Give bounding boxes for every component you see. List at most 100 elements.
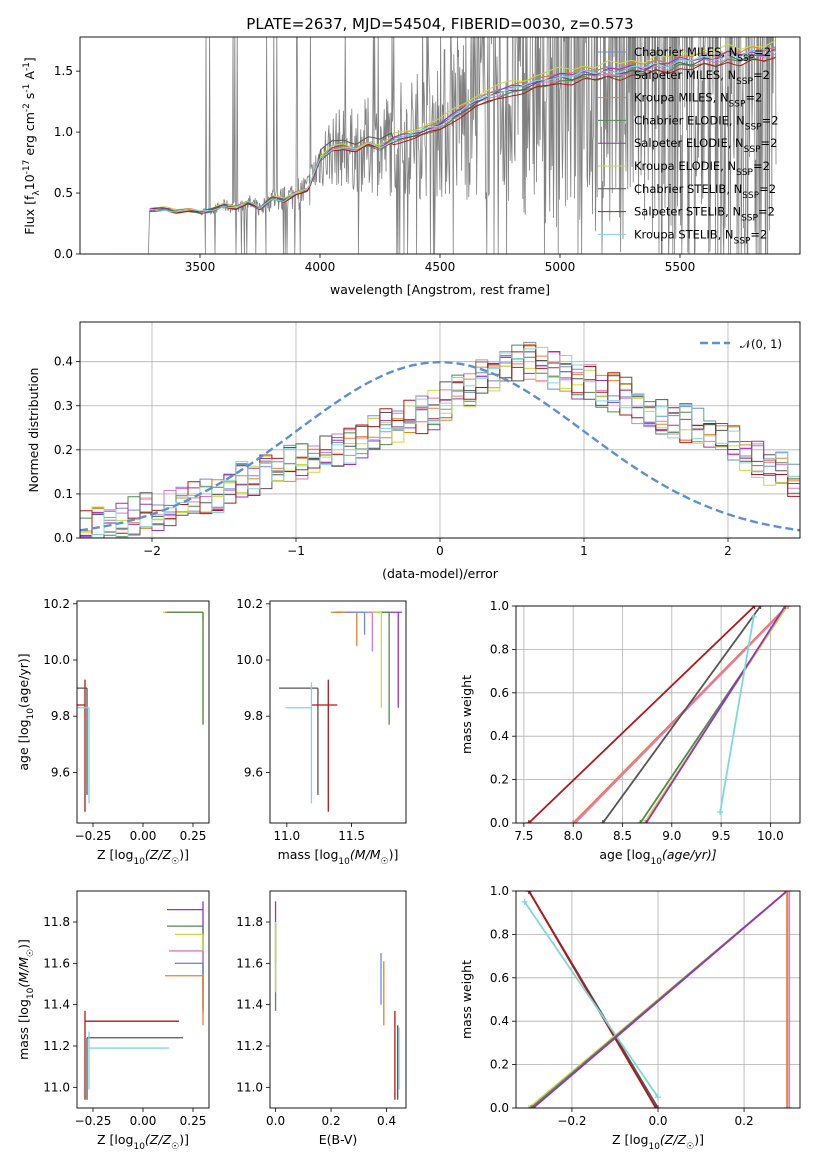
xtick-label: 0.2 (322, 1114, 341, 1128)
ytick-label: 0.1 (54, 487, 73, 501)
panel-age-vs-Z: −0.25 0.00 0.259.69.810.010.2Z [log10(Z/Z☉… (16, 597, 210, 867)
observed-spectrum (111, 37, 777, 254)
mw-marker (782, 606, 789, 609)
ytick-label: 11.0 (236, 1080, 263, 1094)
axes-frame (76, 600, 210, 824)
ytick-label: 11.6 (236, 956, 263, 970)
panel-massweight-vs-age: 7.5 8.0 8.5 9.0 9.5 10.0 0.0 0.2 0.4 0.6 0.8 1.0 age… (459, 599, 801, 867)
massweight-vs-Z-xlabel-part: Z [log (612, 1132, 648, 1147)
mw-marker (643, 820, 650, 823)
age-vs-mass-xlabel-part: mass [log (278, 847, 339, 862)
legend-label-part: Chabrier ELODIE, N (634, 113, 745, 127)
axes-frame (76, 890, 210, 1109)
panel-mass-vs-EBV: 0.0 0.2 0.4 11.0 11.2 11.4 11.6 11.8 E(B-V) (236, 890, 407, 1147)
legend-label: 𝒩(0, 1) (740, 337, 782, 351)
mass-vs-EBV-xlabel: E(B-V) (319, 1132, 358, 1147)
xtick-label: −1 (287, 544, 305, 558)
legend-label-part: Kroupa ELODIE, N (634, 159, 736, 173)
ytick-label: 0.4 (490, 729, 509, 743)
mw-line-kroupa-stelib (719, 616, 755, 813)
age-vs-Z-xlabel: Z [log10(Z/Z☉)] (97, 847, 189, 867)
age-vs-mass-xlabel: mass [log10(M/M☉)] (278, 847, 399, 867)
panel-spectrum: 3500 4000 4500 5000 5500 0.0 0.5 1.0 1.5 waveleng… (22, 36, 801, 297)
spectrum-ylabel-part: s (22, 93, 37, 104)
xtick-label: 11.5 (338, 829, 365, 843)
xtick-label: 3500 (185, 260, 216, 274)
legend-label-part: =2 (745, 91, 762, 105)
massweight-vs-Z-xlabel: Z [log10(Z/Z☉)] (612, 1132, 704, 1152)
xtick-label: 0.0 (648, 1114, 667, 1128)
spectrum-ylabel-part: -1 (22, 62, 32, 71)
massweight-vs-Z-xlabel-part: ☉ (686, 1142, 694, 1152)
age-vs-Z-ylabel-part: age [log (16, 719, 31, 770)
xtick-label: 4500 (425, 260, 456, 274)
legend-label-part: =2 (758, 205, 775, 219)
mw-marker (717, 809, 724, 816)
spectrum-ylabel-part: λ (32, 190, 42, 196)
panel-age-vs-mass: 11.0 11.5 9.6 9.8 10.0 10.2 mass [log10(M/M☉)] (236, 597, 407, 867)
massweight-vs-Z-xlabel-part: 10 (648, 1142, 660, 1152)
legend-label: Kroupa STELIB, NSSP=2 (634, 227, 767, 246)
age-vs-mass-xlabel-part: (M/M (350, 847, 381, 862)
spectrum-ylabel: Flux [fλ10-17 erg cm-2 s-1 A-1] (22, 57, 42, 235)
age-vs-Z-xlabel-part: ☉ (171, 857, 179, 867)
ytick-label: 11.2 (43, 1039, 70, 1053)
legend-label-part: SSP (736, 77, 753, 87)
ytick-label: 9.6 (51, 765, 70, 779)
residuals-ylabel: Normed distribution (26, 368, 41, 493)
xtick-label: −0.2 (557, 1114, 586, 1128)
normal-curve (80, 360, 800, 532)
legend-label: Salpeter MILES, NSSP=2 (634, 68, 770, 87)
ytick-label: 0.6 (490, 686, 509, 700)
xtick-label: 10.0 (757, 829, 784, 843)
ytick-label: 0.0 (490, 816, 509, 830)
ytick-label: 9.6 (244, 765, 263, 779)
mw-marker (785, 606, 792, 609)
mw-line-salpeter-stelib (528, 606, 756, 823)
ytick-label: 0.2 (490, 773, 509, 787)
residuals-xlabel: (data-model)/error (382, 566, 499, 581)
age-vs-Z-ylabel-part: (age/yr)] (16, 653, 31, 708)
mw-marker (652, 1105, 659, 1108)
ytick-label: 9.8 (51, 709, 70, 723)
ytick-label: 10.2 (43, 597, 70, 611)
ytick-label: 11.4 (236, 998, 263, 1012)
mw-marker (530, 1105, 537, 1108)
xtick-label: 9.5 (712, 829, 731, 843)
ytick-label: 1.0 (490, 884, 509, 898)
legend-label-part: SSP (744, 145, 761, 155)
legend-label-part: =2 (759, 182, 776, 196)
xtick-label: 8.5 (613, 829, 632, 843)
mass-vs-Z-xlabel: Z [log10(Z/Z☉)] (97, 1132, 189, 1152)
massweight-vs-age-xlabel-part: 10 (651, 857, 663, 867)
xtick-label: 0.00 (130, 1114, 157, 1128)
legend-label: Chabrier MILES, NSSP=2 (634, 45, 771, 64)
legend-label: Kroupa MILES, NSSP=2 (634, 91, 762, 110)
age-vs-Z-xlabel-part: 10 (133, 857, 145, 867)
plot-area-age-vs-Z (77, 611, 204, 812)
mw-line-chabrier-stelib (602, 606, 762, 823)
ytick-label: 0.2 (490, 1058, 509, 1072)
legend-label-part: SSP (741, 214, 758, 224)
model-kroupa-stelib (149, 50, 776, 213)
ytick-label: 9.8 (244, 709, 263, 723)
ytick-label: 11.8 (236, 915, 263, 929)
mw-marker (525, 820, 532, 823)
massweight-vs-age-xlabel-part: age [log (599, 847, 650, 862)
mw-marker (572, 820, 579, 823)
mass-vs-Z-xlabel-part: ☉ (171, 1142, 179, 1152)
ytick-label: 11.4 (43, 998, 70, 1012)
xtick-label: −0.25 (75, 829, 112, 843)
mw-marker (655, 1105, 661, 1108)
age-vs-Z-ylabel-part: 10 (26, 708, 36, 720)
ytick-label: 10.0 (43, 653, 70, 667)
legend-label-part: SSP (737, 54, 754, 64)
age-vs-Z-xlabel-part: )] (179, 847, 189, 862)
ytick-label: 0.2 (54, 443, 73, 457)
xtick-label: 0.00 (130, 829, 157, 843)
model-salpeter-elodie (149, 48, 776, 215)
xtick-label: 5000 (545, 260, 576, 274)
mass-vs-Z-ylabel-part: mass [log (16, 999, 31, 1060)
axes-frame (515, 890, 801, 1109)
